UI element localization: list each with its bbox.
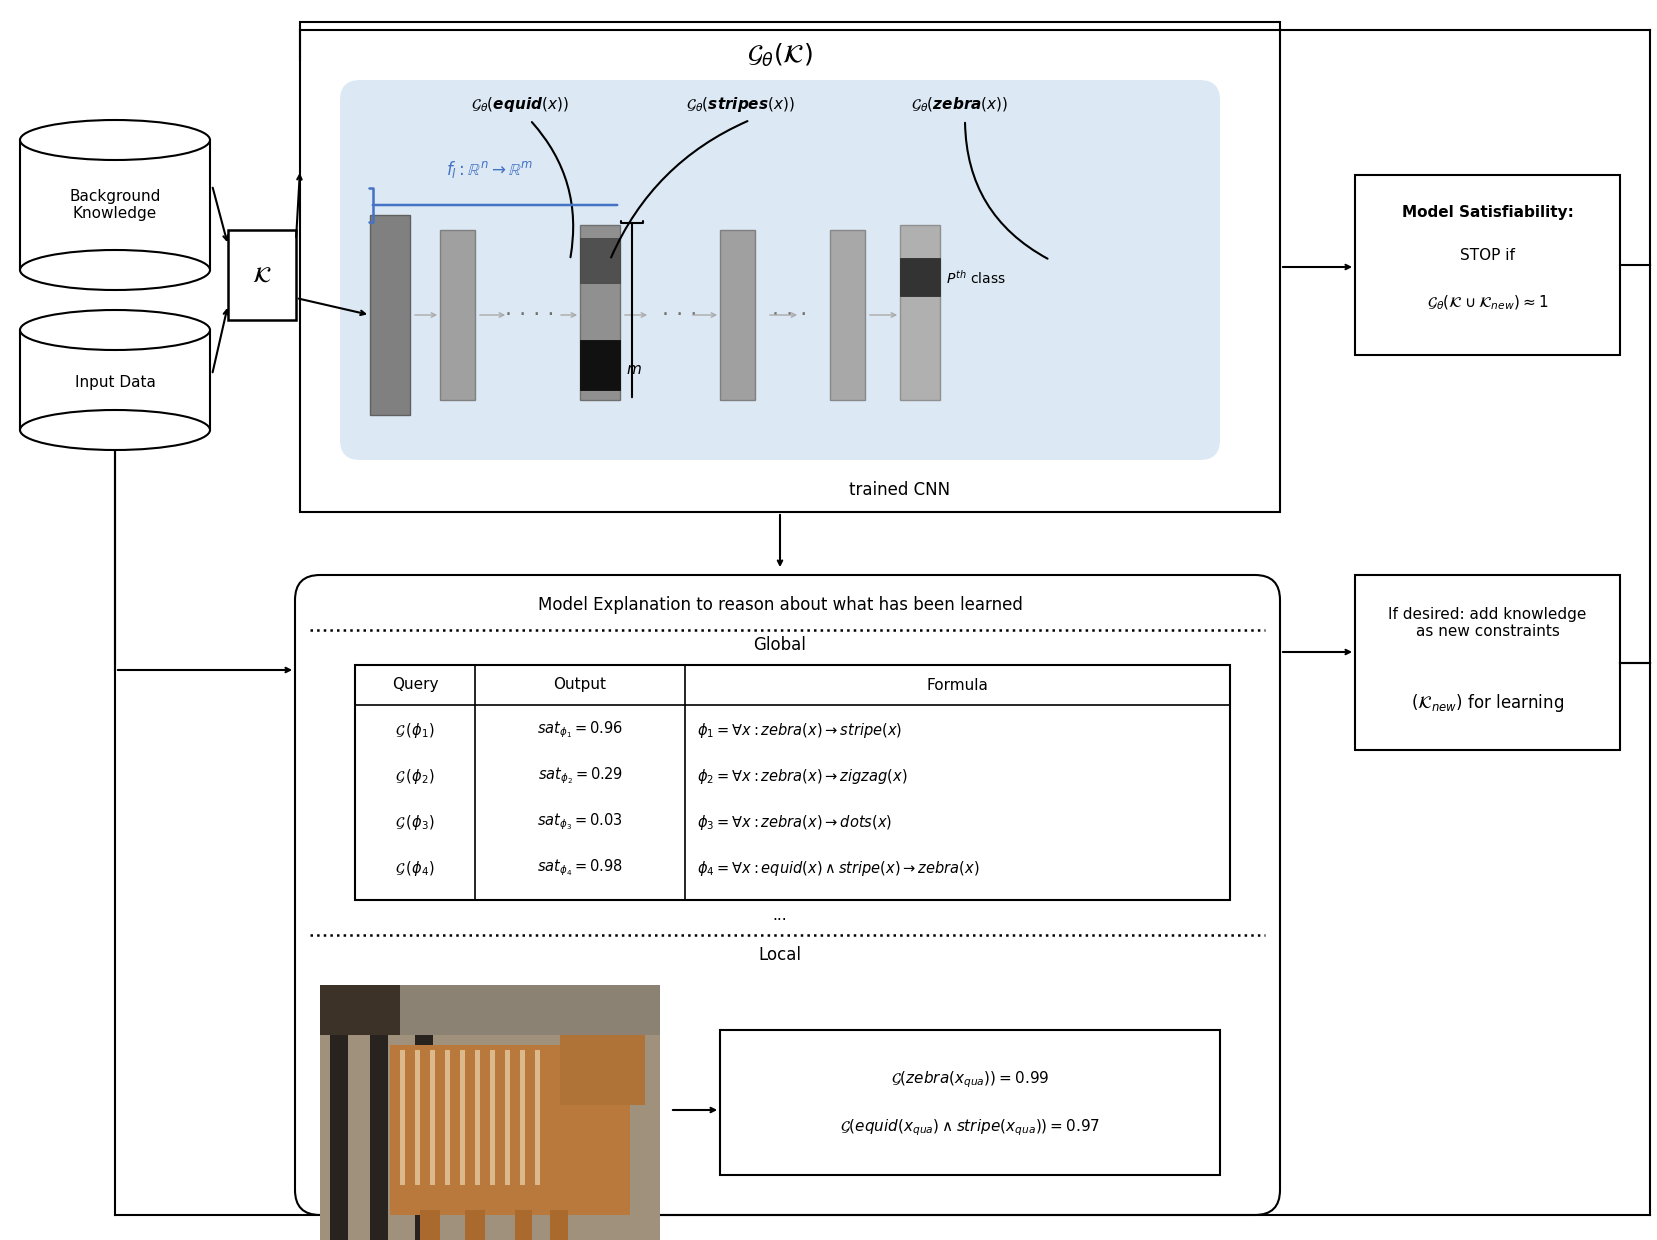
Bar xyxy=(580,238,620,283)
Text: $\phi_1 = \forall x : zebra(x) \rightarrow stripe(x)$: $\phi_1 = \forall x : zebra(x) \rightarr… xyxy=(696,720,901,739)
Bar xyxy=(830,229,865,401)
Text: ...: ... xyxy=(772,908,787,923)
Text: $\phi_2 = \forall x : zebra(x) \rightarrow zigzag(x)$: $\phi_2 = \forall x : zebra(x) \rightarr… xyxy=(696,766,906,785)
Bar xyxy=(20,140,210,270)
Text: · · ·: · · · xyxy=(663,305,698,325)
Bar xyxy=(439,229,474,401)
Bar xyxy=(20,330,210,430)
Text: Output: Output xyxy=(553,677,606,692)
Text: Query: Query xyxy=(391,677,437,692)
Bar xyxy=(900,224,940,401)
Text: $P^{th}$ class: $P^{th}$ class xyxy=(946,269,1006,286)
Ellipse shape xyxy=(20,310,210,350)
Text: Global: Global xyxy=(754,636,805,653)
Text: $m$: $m$ xyxy=(626,362,641,377)
Text: $sat_{\phi_1} = 0.96$: $sat_{\phi_1} = 0.96$ xyxy=(537,719,623,740)
Text: · · ·: · · · xyxy=(772,305,807,325)
Bar xyxy=(580,224,620,401)
Text: · · · ·: · · · · xyxy=(505,305,555,325)
Text: $f_l : \mathbb{R}^n \rightarrow \mathbb{R}^m$: $f_l : \mathbb{R}^n \rightarrow \mathbb{… xyxy=(446,160,534,181)
Bar xyxy=(300,22,1279,512)
Bar xyxy=(900,258,940,296)
Bar xyxy=(370,215,409,415)
Text: Formula: Formula xyxy=(926,677,988,692)
Ellipse shape xyxy=(20,410,210,450)
Text: $sat_{\phi_4} = 0.98$: $sat_{\phi_4} = 0.98$ xyxy=(537,858,623,878)
Ellipse shape xyxy=(20,120,210,160)
Text: Model Explanation to reason about what has been learned: Model Explanation to reason about what h… xyxy=(537,596,1022,614)
Text: $sat_{\phi_3} = 0.03$: $sat_{\phi_3} = 0.03$ xyxy=(537,812,623,832)
Text: $\mathcal{K}$: $\mathcal{K}$ xyxy=(252,267,272,286)
Bar xyxy=(355,665,1229,900)
FancyBboxPatch shape xyxy=(295,575,1279,1215)
Text: $\phi_4 = \forall x : equid(x) \wedge stripe(x) \rightarrow zebra(x)$: $\phi_4 = \forall x : equid(x) \wedge st… xyxy=(696,858,979,878)
Text: $\mathcal{G}\,(\phi_1)$: $\mathcal{G}\,(\phi_1)$ xyxy=(394,720,434,739)
Bar xyxy=(719,229,754,401)
Text: If desired: add knowledge
as new constraints: If desired: add knowledge as new constra… xyxy=(1387,606,1586,639)
Text: $\phi_3 = \forall x : zebra(x) \rightarrow dots(x)$: $\phi_3 = \forall x : zebra(x) \rightarr… xyxy=(696,812,891,832)
Text: Model Satisfiability:: Model Satisfiability: xyxy=(1400,206,1572,221)
Text: Local: Local xyxy=(757,946,800,963)
Bar xyxy=(580,340,620,391)
Text: $\mathcal{G}\,(\phi_2)$: $\mathcal{G}\,(\phi_2)$ xyxy=(394,766,434,785)
Text: $\mathcal{G}_{\theta}(\mathcal{K} \cup \mathcal{K}_{new}) \approx 1$: $\mathcal{G}_{\theta}(\mathcal{K} \cup \… xyxy=(1427,294,1548,312)
Bar xyxy=(229,229,297,320)
Text: $\mathcal{G}_{\theta}(\boldsymbol{zebra}(x))$: $\mathcal{G}_{\theta}(\boldsymbol{zebra}… xyxy=(911,95,1007,114)
Text: $\mathcal{G}_{\theta}(\boldsymbol{stripes}(x))$: $\mathcal{G}_{\theta}(\boldsymbol{stripe… xyxy=(684,95,794,114)
Bar xyxy=(1354,175,1619,355)
Text: $sat_{\phi_2} = 0.29$: $sat_{\phi_2} = 0.29$ xyxy=(537,765,621,786)
Text: $\mathcal{G}_{\theta}(\boldsymbol{equid}(x))$: $\mathcal{G}_{\theta}(\boldsymbol{equid}… xyxy=(471,95,568,114)
Text: Background
Knowledge: Background Knowledge xyxy=(70,188,161,221)
Text: Input Data: Input Data xyxy=(75,374,156,389)
Text: $(\mathcal{K}_{new})$ for learning: $(\mathcal{K}_{new})$ for learning xyxy=(1410,692,1563,714)
FancyBboxPatch shape xyxy=(340,81,1220,460)
Text: trained CNN: trained CNN xyxy=(848,481,949,498)
Text: $\mathcal{G}(zebra(x_{qua})) = 0.99$: $\mathcal{G}(zebra(x_{qua})) = 0.99$ xyxy=(890,1070,1049,1090)
Text: STOP if: STOP if xyxy=(1460,248,1514,263)
Bar xyxy=(719,1030,1220,1176)
Bar xyxy=(1354,575,1619,750)
Text: $\mathcal{G}(equid(x_{qua}) \wedge stripe(x_{qua})) = 0.97$: $\mathcal{G}(equid(x_{qua}) \wedge strip… xyxy=(840,1117,1100,1138)
Text: $\mathcal{G}\,(\phi_4)$: $\mathcal{G}\,(\phi_4)$ xyxy=(394,858,434,878)
Text: $\mathcal{G}_{\theta}(\mathcal{K})$: $\mathcal{G}_{\theta}(\mathcal{K})$ xyxy=(747,41,812,68)
Text: $\mathcal{G}\,(\phi_3)$: $\mathcal{G}\,(\phi_3)$ xyxy=(394,812,434,832)
Ellipse shape xyxy=(20,250,210,290)
